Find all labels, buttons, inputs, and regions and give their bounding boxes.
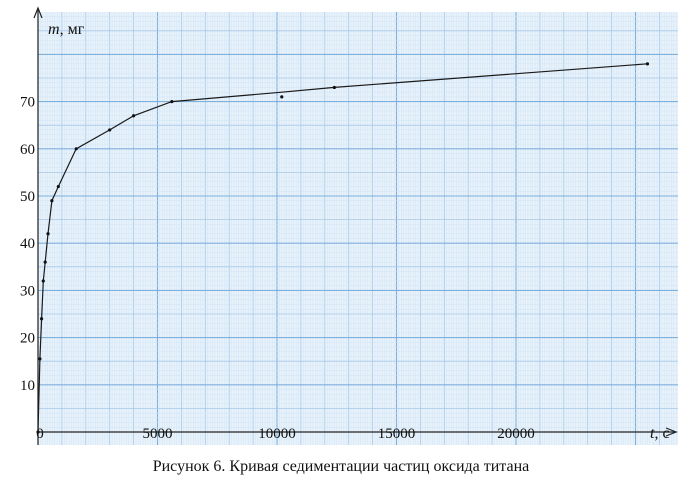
- y-axis-label: m, мг: [48, 21, 85, 38]
- data-point: [170, 100, 174, 104]
- data-point: [39, 317, 44, 321]
- y-tick-label: 70: [20, 95, 35, 111]
- data-point: [46, 232, 50, 236]
- plot-background: [38, 12, 678, 445]
- y-tick-label: 10: [20, 378, 35, 394]
- y-tick-label: 40: [20, 236, 35, 252]
- data-point: [38, 357, 42, 361]
- tick-labels: 0 5000 10000 15000 20000 10 20 30 40 50 60 70: [20, 95, 535, 442]
- grid: [37, 12, 678, 445]
- data-point: [332, 85, 336, 90]
- data-point: [645, 62, 650, 66]
- x-tick-label: 0: [36, 426, 44, 442]
- x-tick-label: 5000: [143, 426, 173, 442]
- data-point: [36, 430, 40, 434]
- data-point: [74, 147, 78, 151]
- data-point: [280, 95, 284, 99]
- axes: [33, 6, 678, 445]
- data-points: [36, 62, 650, 434]
- y-tick-label: 50: [20, 189, 35, 205]
- y-tick-label: 60: [20, 142, 35, 158]
- x-tick-label: 10000: [258, 426, 296, 442]
- data-point: [108, 128, 112, 132]
- data-point: [41, 279, 45, 283]
- data-point: [50, 199, 54, 203]
- y-tick-label: 30: [20, 283, 35, 299]
- y-tick-label: 20: [20, 331, 35, 347]
- figure-caption: Рисунок 6. Кривая седиментации частиц ок…: [152, 458, 530, 475]
- data-point: [132, 114, 136, 118]
- x-axis-arrow: [665, 427, 678, 437]
- data-point: [56, 184, 60, 189]
- x-tick-label: 15000: [378, 426, 416, 442]
- data-point: [43, 260, 47, 264]
- x-axis-label: t, с: [650, 425, 670, 442]
- y-axis-arrow: [33, 6, 43, 19]
- x-tick-label: 20000: [497, 426, 535, 442]
